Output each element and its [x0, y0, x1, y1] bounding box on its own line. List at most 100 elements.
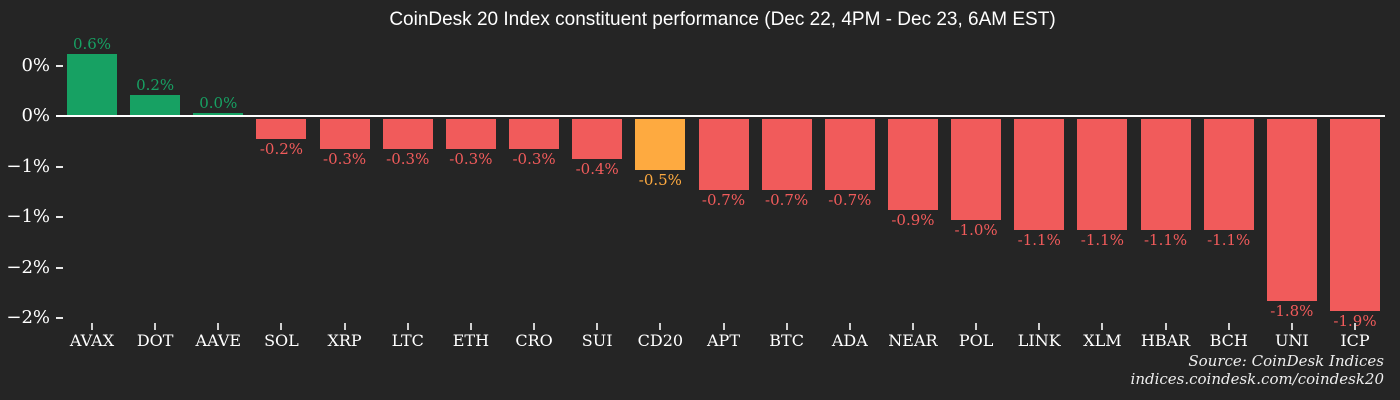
x-tick-label: LTC [391, 331, 424, 350]
x-tick-label: HBAR [1140, 331, 1191, 350]
bar-value-label: -0.4% [575, 160, 619, 179]
bar [67, 54, 117, 115]
y-tick-label: 0% [21, 105, 50, 126]
bar-value-label: -0.7% [828, 190, 872, 209]
y-tick-mark [56, 266, 63, 269]
x-tick-label: AVAX [69, 331, 115, 350]
x-tick-label: CRO [515, 331, 553, 350]
x-tick-label: CD20 [637, 331, 684, 350]
x-tick-label: ICP [1340, 331, 1370, 350]
bar-group: -0.3% XRP [305, 0, 385, 400]
x-tick-mark [1290, 323, 1293, 330]
x-tick-label: DOT [136, 331, 174, 350]
bar-group: -1.1% HBAR [1126, 0, 1206, 400]
x-tick-label: ADA [831, 331, 868, 350]
bar-value-label: -1.9% [1333, 311, 1377, 330]
y-tick-label: 0% [21, 54, 50, 76]
x-tick-label: LINK [1017, 331, 1061, 350]
zero-axis-line [56, 115, 1385, 117]
bar-value-label: -1.8% [1270, 301, 1314, 320]
bar-value-label: 0.0% [199, 94, 238, 112]
source-line-1: Source: CoinDesk Indices [1188, 352, 1384, 370]
x-tick-mark [848, 323, 851, 330]
bar-value-label: -1.1% [1207, 231, 1251, 250]
x-tick-mark [596, 323, 599, 330]
bar-group: -1.0% POL [936, 0, 1016, 400]
source-line-2: indices.coindesk.com/coindesk20 [1130, 370, 1384, 388]
bar [635, 119, 686, 170]
bar-value-label: -0.7% [701, 190, 746, 209]
x-tick-label: AAVE [195, 331, 242, 350]
x-tick-label: APT [707, 331, 740, 350]
y-tick-mark [56, 317, 63, 319]
x-tick-mark [975, 323, 978, 330]
bar [319, 119, 370, 150]
bar-value-label: 0.2% [136, 75, 175, 94]
bar [698, 119, 749, 190]
y-tick-label: −1% [6, 206, 50, 227]
bar-group: -0.2% SOL [241, 0, 321, 400]
x-tick-label: BCH [1209, 331, 1248, 350]
bar-group: -0.3% LTC [368, 0, 448, 400]
x-tick-mark [722, 323, 725, 330]
bar [256, 119, 307, 140]
bar [1330, 119, 1380, 311]
bar [1266, 119, 1317, 301]
bar-value-label: -1.1% [1143, 231, 1188, 250]
x-tick-label: XLM [1083, 331, 1122, 350]
bar-group: -0.5% CD20 [620, 0, 700, 400]
x-tick-mark [1227, 323, 1230, 330]
bar-value-label: -0.7% [765, 190, 809, 209]
bar [1077, 119, 1128, 231]
bar-group: -1.1% XLM [1062, 0, 1142, 400]
x-tick-mark [1354, 323, 1356, 330]
bar-group: -0.3% CRO [494, 0, 574, 400]
bar-group: -1.1% LINK [999, 0, 1079, 400]
x-tick-mark [659, 323, 662, 330]
x-tick-mark [217, 323, 220, 330]
bar [951, 119, 1002, 220]
y-tick-label: −2% [6, 307, 50, 328]
x-tick-mark [911, 323, 914, 330]
x-tick-label: POL [958, 331, 994, 350]
chart-title: CoinDesk 20 Index constituent performanc… [389, 9, 1056, 30]
bar [509, 119, 560, 150]
bar-value-label: -0.3% [386, 150, 430, 169]
bar-group: -0.7% BTC [747, 0, 827, 400]
bar-group: -0.3% ETH [431, 0, 511, 400]
bar-group: -0.9% NEAR [873, 0, 953, 400]
bar [1014, 119, 1065, 231]
source-note: Source: CoinDesk Indices indices.coindes… [1131, 352, 1384, 388]
bar [382, 119, 433, 150]
x-tick-mark [785, 323, 788, 330]
x-tick-label: ETH [452, 331, 490, 350]
bar [761, 119, 812, 190]
bar [824, 119, 875, 190]
bar [193, 113, 244, 115]
bar-value-label: -0.5% [638, 170, 682, 189]
bar-value-label: -0.3% [449, 150, 493, 169]
x-tick-mark [533, 323, 536, 330]
bar-value-label: -0.3% [323, 150, 367, 169]
x-tick-mark [91, 323, 93, 330]
bar-group: 0.6% AVAX [52, 0, 132, 400]
bar-value-label: -0.9% [891, 210, 935, 229]
x-tick-mark [1101, 323, 1104, 330]
bar-group: 0.0% AAVE [178, 0, 258, 400]
x-tick-mark [469, 323, 472, 330]
x-tick-mark [1038, 323, 1041, 330]
x-tick-label: SOL [264, 331, 299, 350]
y-tick-label: −2% [6, 256, 50, 278]
bar [1203, 119, 1254, 231]
bar [1140, 119, 1191, 231]
bar-group: -0.4% SUI [557, 0, 637, 400]
bar-group: -1.1% BCH [1189, 0, 1269, 400]
bar [572, 119, 623, 160]
bar-value-label: -1.0% [954, 221, 998, 239]
bar-group: -0.7% APT [684, 0, 764, 400]
y-tick-mark [56, 216, 63, 218]
y-tick-label: −1% [6, 155, 50, 177]
bar [445, 119, 496, 150]
